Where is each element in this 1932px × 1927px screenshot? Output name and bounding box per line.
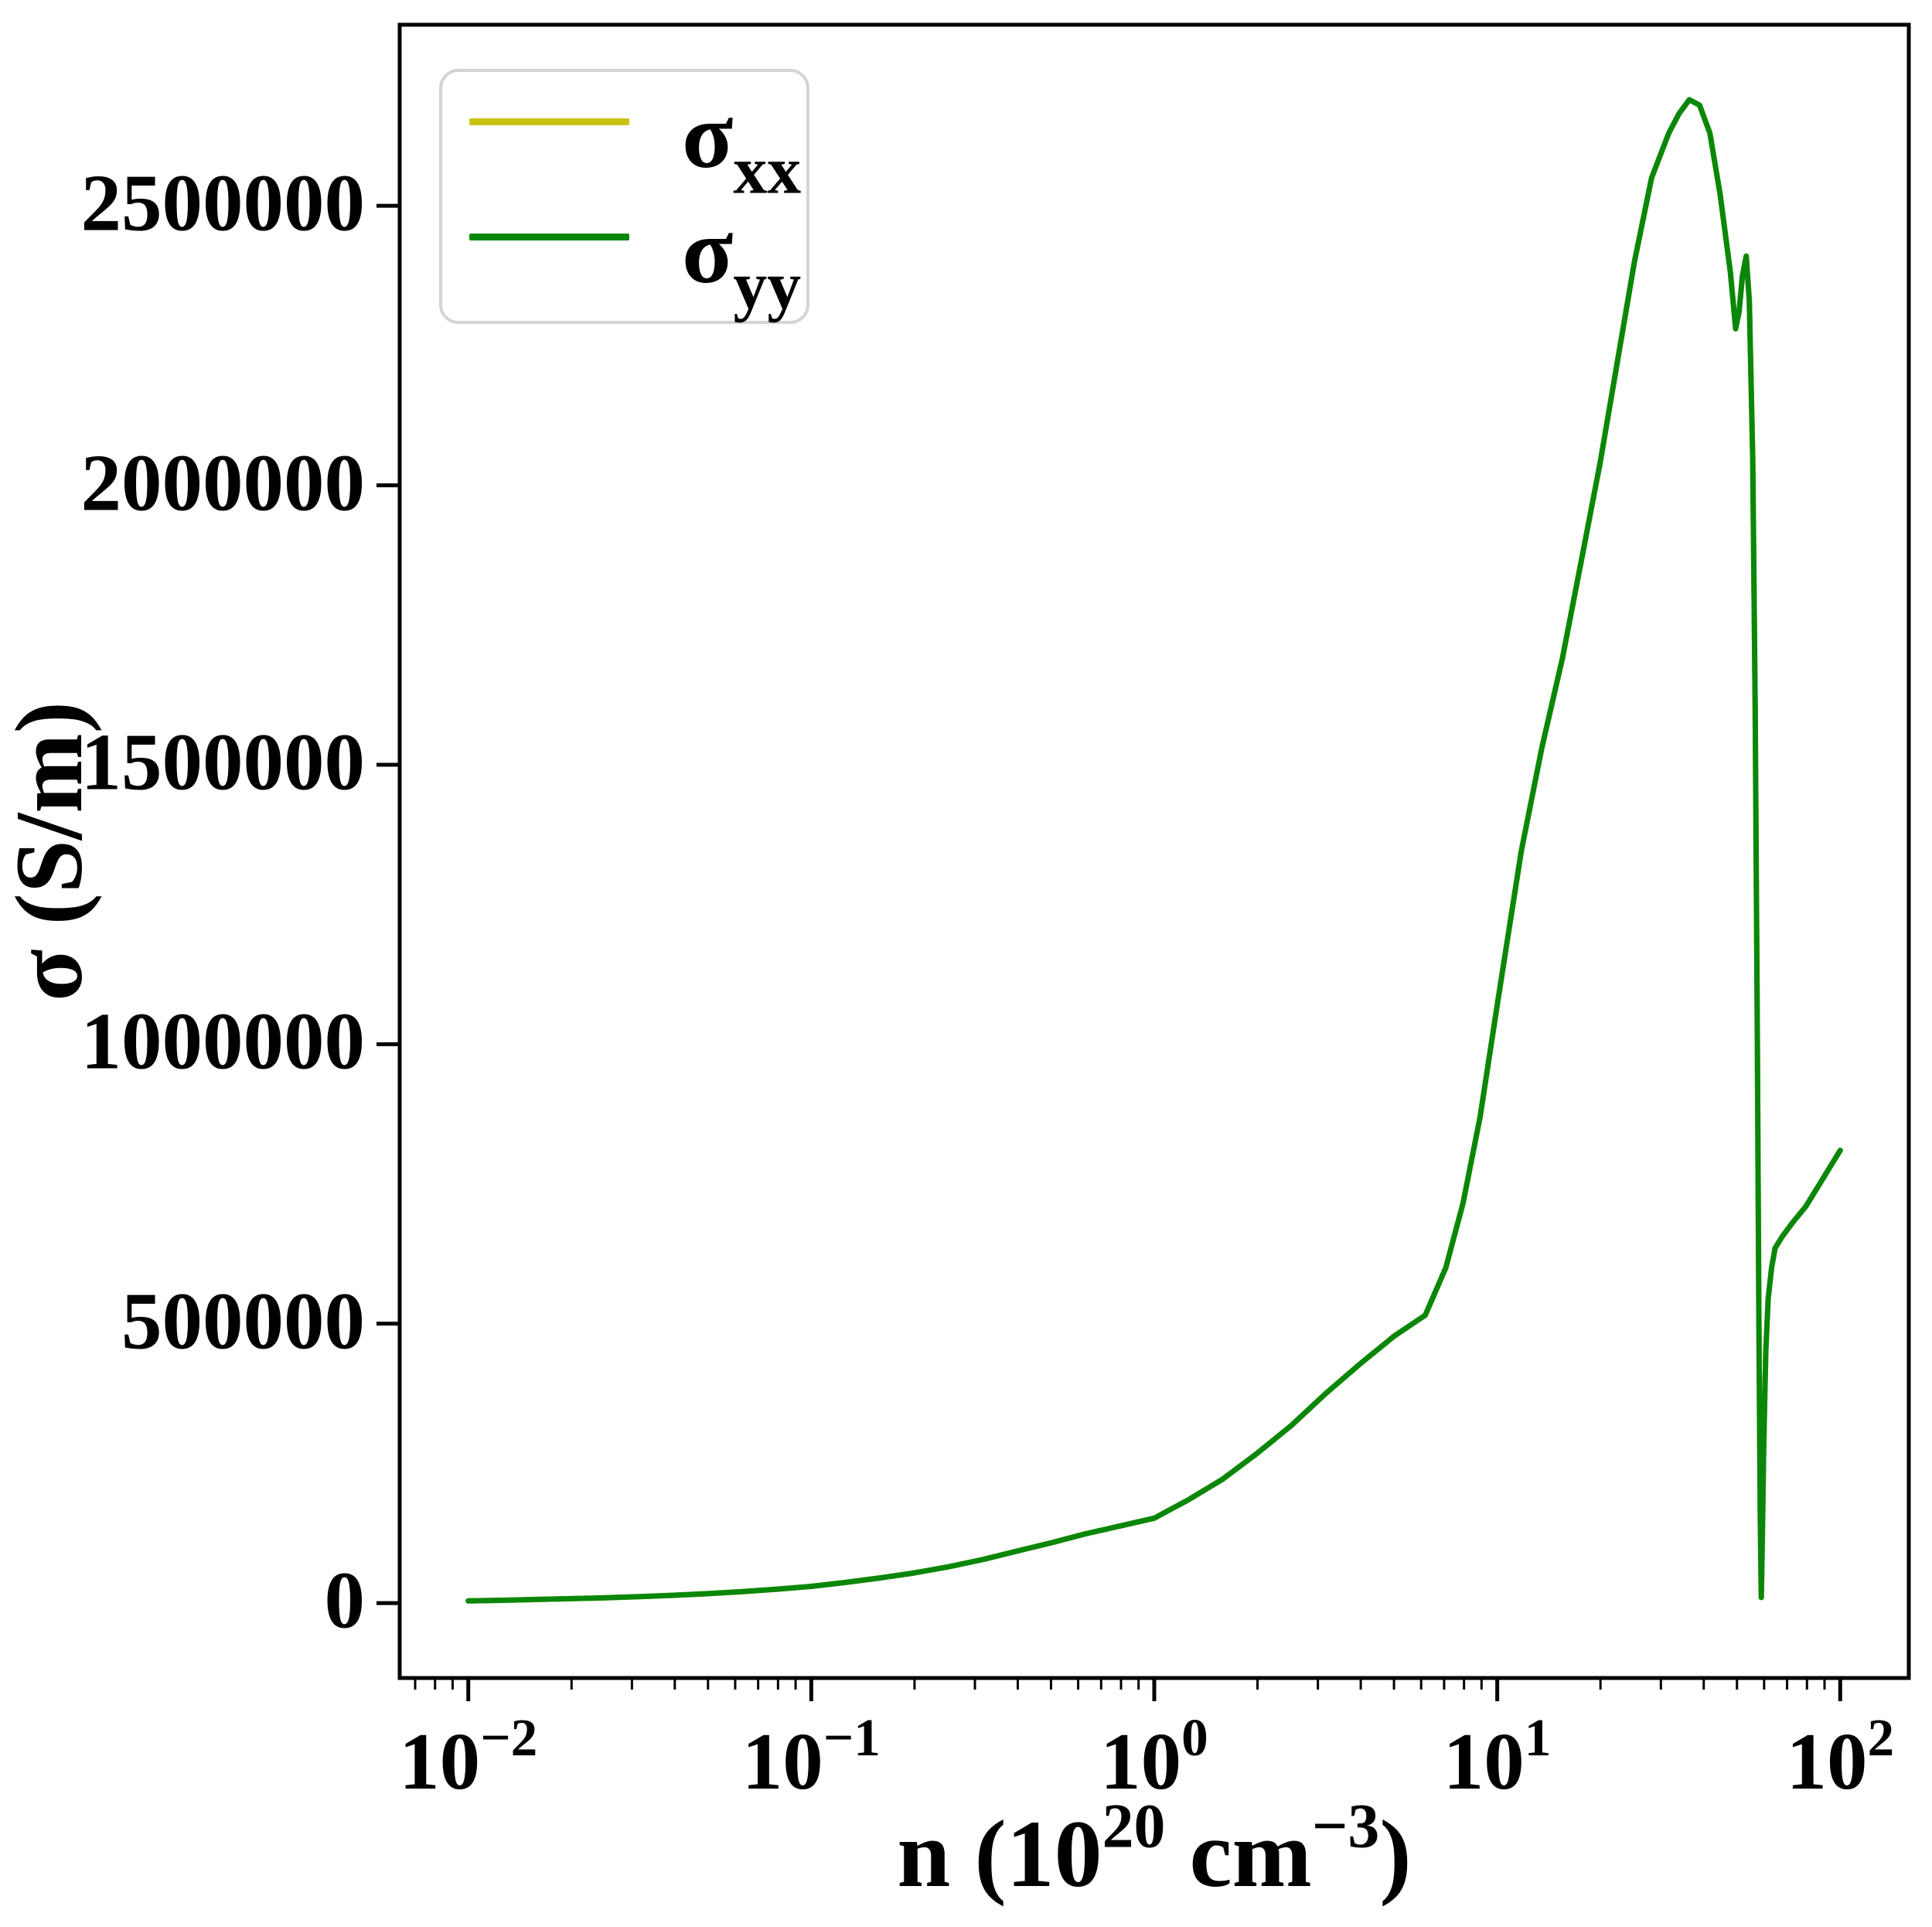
legend-line-sigma-xx xyxy=(469,118,629,125)
x-axis-label: n (1020 cm−3) xyxy=(897,1790,1412,1907)
x-tick-label: 100 xyxy=(1100,1707,1208,1806)
y-tick-label: 500000 xyxy=(121,1275,365,1366)
y-tick-label: 1000000 xyxy=(80,995,366,1086)
legend-label-sigma-xx: σxx xyxy=(682,84,802,209)
x-tick-label: 102 xyxy=(1786,1707,1895,1806)
y-tick-label: 1500000 xyxy=(80,716,366,807)
y-tick-label: 2000000 xyxy=(80,436,366,527)
x-tick-label: 10−2 xyxy=(399,1707,538,1806)
y-tick-label: 2500000 xyxy=(80,157,366,248)
legend: σxx σyy xyxy=(439,69,809,324)
x-tick-label: 10−1 xyxy=(741,1707,881,1806)
y-tick-label: 0 xyxy=(324,1554,366,1646)
y-axis-label: σ (S/m) xyxy=(0,701,102,1001)
legend-label-sigma-yy: σyy xyxy=(682,199,802,324)
legend-line-sigma-yy xyxy=(469,234,629,240)
x-tick-label: 101 xyxy=(1443,1707,1552,1806)
